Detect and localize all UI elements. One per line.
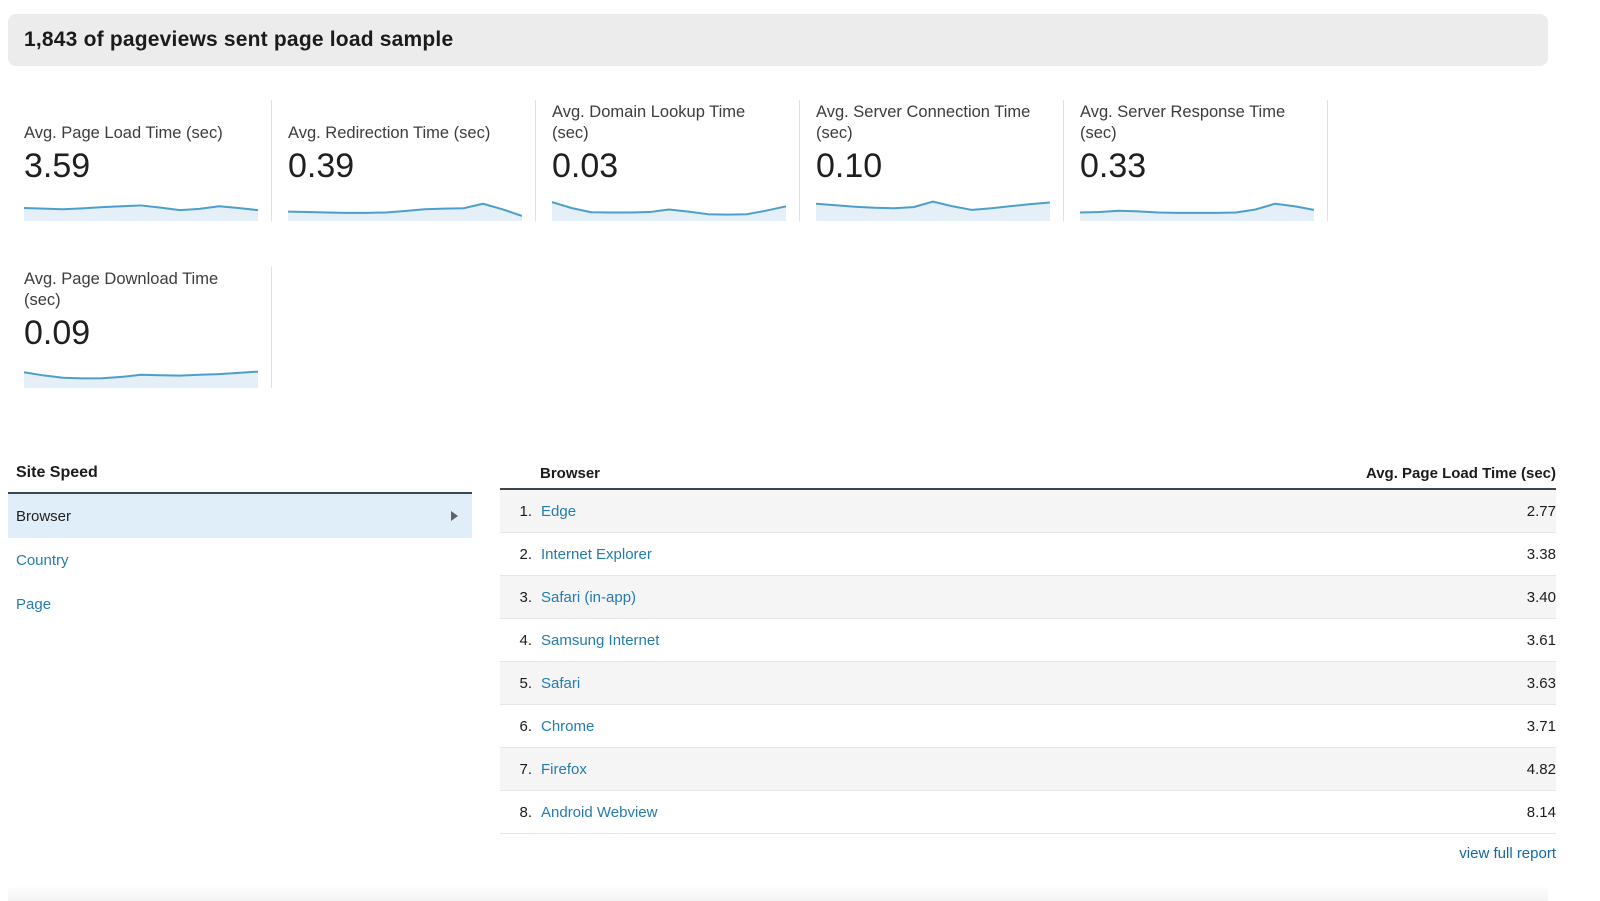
row-rank: 4. — [519, 631, 532, 649]
row-value: 3.61 — [1526, 631, 1556, 649]
table-row: 3. Safari (in-app) 3.40 — [500, 576, 1556, 619]
browser-link[interactable]: Chrome — [541, 717, 595, 735]
table-row: 1. Edge 2.77 — [500, 490, 1556, 533]
table-row: 2. Internet Explorer 3.38 — [500, 533, 1556, 576]
scorecard-page-load-time: Avg. Page Load Time (sec) 3.59 — [24, 100, 272, 221]
panel-divider — [8, 492, 472, 494]
column-header-browser: Browser — [540, 465, 601, 482]
table-footer: view full report — [500, 834, 1556, 872]
browser-link[interactable]: Android Webview — [541, 803, 658, 821]
scorecard-label: Avg. Server Connection Time (sec) — [816, 103, 1031, 142]
sparkline-chart — [24, 362, 258, 388]
scorecard-label: Avg. Redirection Time (sec) — [288, 124, 491, 142]
row-value: 3.63 — [1526, 674, 1556, 692]
browser-link[interactable]: Safari — [541, 674, 581, 692]
sample-size-banner: 1,843 of pageviews sent page load sample — [8, 14, 1548, 66]
table-body: 1. Edge 2.77 2. Internet Explorer 3.38 3… — [500, 490, 1556, 834]
row-value: 8.14 — [1526, 803, 1556, 821]
browser-link[interactable]: Safari (in-app) — [541, 588, 637, 606]
dimension-item-label: Browser — [16, 507, 72, 525]
row-value: 2.77 — [1526, 502, 1556, 520]
table-row: 6. Chrome 3.71 — [500, 705, 1556, 748]
scorecard-value: 0.10 — [816, 147, 883, 185]
row-rank: 6. — [519, 717, 532, 735]
row-value: 3.40 — [1526, 588, 1556, 606]
sparkline-chart — [288, 195, 522, 221]
browser-speed-table: Browser Avg. Page Load Time (sec) 1. Edg… — [500, 458, 1556, 872]
view-full-report-link[interactable]: view full report — [1459, 844, 1556, 862]
dimension-item-label: Page — [16, 595, 52, 613]
row-rank: 7. — [519, 760, 532, 778]
panel-title: Site Speed — [16, 464, 98, 481]
scorecard-value: 0.09 — [24, 314, 91, 352]
scorecard-label: Avg. Server Response Time (sec) — [1080, 103, 1286, 142]
scorecards-grid: Avg. Page Load Time (sec) 3.59 Avg. Redi… — [24, 100, 1328, 388]
scorecard-server-response-time: Avg. Server Response Time (sec) 0.33 — [1080, 100, 1328, 221]
table-row: 5. Safari 3.63 — [500, 662, 1556, 705]
scorecard-redirection-time: Avg. Redirection Time (sec) 0.39 — [288, 100, 536, 221]
scorecard-value: 0.33 — [1080, 147, 1147, 185]
browser-link[interactable]: Edge — [541, 502, 577, 520]
chevron-right-icon — [451, 511, 458, 521]
table-row: 4. Samsung Internet 3.61 — [500, 619, 1556, 662]
row-value: 3.38 — [1526, 545, 1556, 563]
sparkline-chart — [552, 195, 786, 221]
sample-size-text: 1,843 of pageviews sent page load sample — [24, 28, 454, 51]
row-rank: 3. — [519, 588, 532, 606]
scorecard-page-download-time: Avg. Page Download Time (sec) 0.09 — [24, 267, 272, 388]
sparkline-chart — [816, 195, 1050, 221]
scorecard-label: Avg. Page Load Time (sec) — [24, 124, 223, 142]
scorecard-value: 0.39 — [288, 147, 355, 185]
scorecard-domain-lookup-time: Avg. Domain Lookup Time (sec) 0.03 — [552, 100, 800, 221]
browser-link[interactable]: Samsung Internet — [541, 631, 660, 649]
row-value: 4.82 — [1526, 760, 1556, 778]
row-rank: 8. — [519, 803, 532, 821]
row-rank: 1. — [519, 502, 532, 520]
browser-link[interactable]: Firefox — [541, 760, 587, 778]
row-rank: 2. — [519, 545, 532, 563]
dimension-item-page[interactable]: Page — [8, 582, 472, 626]
next-widget-edge — [8, 885, 1548, 901]
dimension-item-country[interactable]: Country — [8, 538, 472, 582]
sparkline-chart — [1080, 195, 1314, 221]
column-header-avg-page-load-time: Avg. Page Load Time (sec) — [1365, 465, 1556, 482]
row-rank: 5. — [519, 674, 532, 692]
scorecard-label: Avg. Domain Lookup Time (sec) — [552, 103, 746, 142]
table-header-row: Browser Avg. Page Load Time (sec) — [500, 458, 1556, 490]
dimension-item-browser[interactable]: Browser — [8, 494, 472, 538]
table-row: 7. Firefox 4.82 — [500, 748, 1556, 791]
scorecard-value: 3.59 — [24, 147, 91, 185]
dimension-item-label: Country — [16, 551, 69, 569]
table-row: 8. Android Webview 8.14 — [500, 791, 1556, 834]
scorecard-label: Avg. Page Download Time (sec) — [24, 270, 219, 309]
scorecard-value: 0.03 — [552, 147, 619, 185]
browser-link[interactable]: Internet Explorer — [541, 545, 652, 563]
dimension-panel: Site Speed Browser Country Page — [8, 458, 472, 626]
row-value: 3.71 — [1526, 717, 1556, 735]
scorecard-server-connection-time: Avg. Server Connection Time (sec) 0.10 — [816, 100, 1064, 221]
sparkline-chart — [24, 195, 258, 221]
